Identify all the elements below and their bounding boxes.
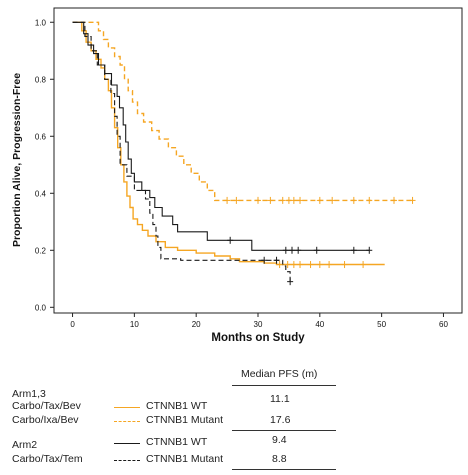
arm2-row2-value: 8.8 (272, 453, 287, 465)
arm13-row2-label: CTNNB1 Mutant (146, 414, 224, 426)
axis-ticks: 0 10 20 30 40 50 60 0.0 0.2 0.4 0.6 0.8 1.0 (35, 18, 449, 329)
arm2-row2-label: CTNNB1 Mutant (146, 453, 224, 465)
arm13-title: Arm1,3 (12, 388, 46, 400)
x-tick-label: 50 (377, 320, 386, 329)
arm2-rule (232, 469, 336, 470)
swatch-orange-solid (114, 407, 140, 408)
arm13-rule (232, 430, 336, 431)
x-tick-label: 10 (130, 320, 139, 329)
y-tick-label: 0.8 (35, 75, 47, 84)
y-tick-label: 1.0 (35, 18, 47, 27)
censor-marks (224, 196, 416, 286)
x-axis-label: Months on Study (211, 332, 305, 344)
arm13-row1-value: 11.1 (270, 393, 290, 405)
x-tick-label: 20 (192, 320, 201, 329)
arm13-row1-regimen: Carbo/Tax/Bev (12, 400, 81, 412)
x-tick-label: 60 (439, 320, 448, 329)
arm2-row1-label: CTNNB1 WT (146, 436, 208, 448)
x-tick-label: 30 (254, 320, 263, 329)
y-tick-label: 0.6 (35, 132, 47, 141)
y-tick-label: 0.2 (35, 246, 47, 255)
arm2-title: Arm2 (12, 439, 38, 451)
median-pfs-header: Median PFS (m) (241, 368, 318, 380)
swatch-black-solid (114, 443, 140, 444)
arm13-row1-label: CTNNB1 WT (146, 400, 208, 412)
y-tick-label: 0.0 (35, 303, 47, 312)
legend-block: Median PFS (m) Arm1,3 Carbo/Tax/Bev CTNN… (0, 360, 468, 475)
arm13-row2-regimen: Carbo/Ixa/Bev (12, 414, 79, 426)
series-line-1 (72, 21, 413, 202)
swatch-black-dashed (114, 460, 140, 461)
arm2-row1-value: 9.4 (272, 434, 287, 446)
header-rule (232, 385, 336, 386)
series-line-0 (72, 21, 385, 266)
arm2-row2-regimen: Carbo/Tax/Tem (12, 453, 83, 465)
km-chart: 0 10 20 30 40 50 60 0.0 0.2 0.4 0.6 0.8 1.0 Months o… (11, 7, 463, 344)
arm13-row2-value: 17.6 (270, 414, 291, 426)
x-tick-label: 40 (315, 320, 324, 329)
y-axis-label: Proportion Alive, Progression-Free (11, 73, 23, 247)
swatch-orange-dashed (114, 421, 140, 422)
x-tick-label: 0 (70, 320, 75, 329)
y-tick-label: 0.4 (35, 189, 47, 198)
series-group (72, 21, 413, 282)
series-line-3 (72, 21, 291, 282)
